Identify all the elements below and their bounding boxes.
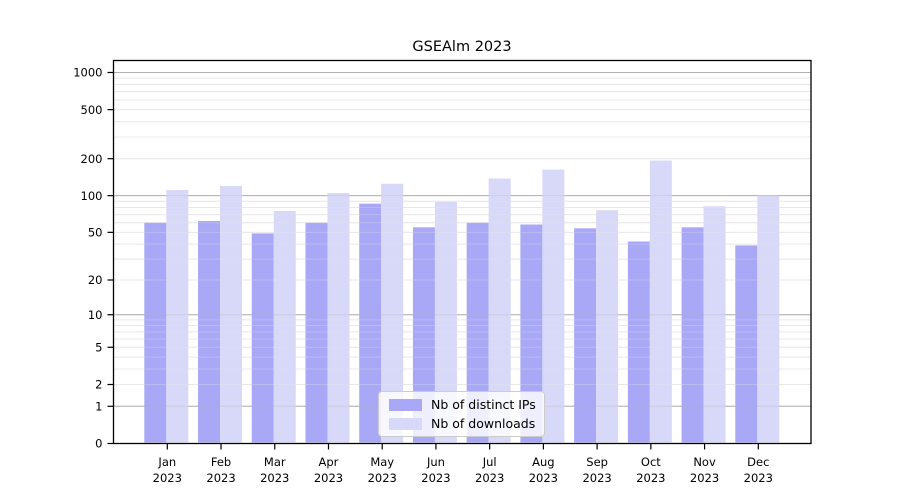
bar-distinct-ips-feb <box>198 220 221 443</box>
plot-frame <box>112 59 812 445</box>
bar-distinct-ips-sep <box>574 228 597 443</box>
bar-distinct-ips-apr <box>305 222 328 443</box>
y-tick-label: 200 <box>81 152 103 166</box>
y-tick-label: 100 <box>81 189 103 203</box>
legend-swatch-downloads <box>389 417 422 430</box>
bar-distinct-ips-aug <box>520 224 543 443</box>
bar-downloads-apr <box>327 193 350 443</box>
y-tick-label: 0 <box>95 437 102 451</box>
x-tick-label-year: 2023 <box>260 471 289 485</box>
x-tick-label-year: 2023 <box>421 471 450 485</box>
bar-distinct-ips-jun <box>412 227 435 443</box>
bar-distinct-ips-dec <box>735 245 758 443</box>
x-tick-label-year: 2023 <box>368 471 397 485</box>
bar-distinct-ips-jul <box>466 222 489 443</box>
bar-distinct-ips-jan <box>144 222 167 443</box>
x-tick-label-month: May <box>370 455 394 469</box>
y-tick-label: 5 <box>95 340 102 354</box>
bar-distinct-ips-oct <box>627 241 650 443</box>
legend-swatch-distinct-ips <box>389 398 422 411</box>
bar-downloads-jan <box>166 190 189 443</box>
x-tick-label-month: Dec <box>747 455 769 469</box>
axes-layer <box>107 59 812 450</box>
legend: Nb of distinct IPs Nb of downloads <box>378 391 545 437</box>
bar-downloads-jul <box>488 178 511 443</box>
x-tick-label-month: Feb <box>211 455 231 469</box>
x-tick-label-year: 2023 <box>636 471 665 485</box>
y-tick-label: 1000 <box>73 66 102 80</box>
x-tick-label-year: 2023 <box>314 471 343 485</box>
legend-item-distinct-ips: Nb of distinct IPs <box>389 397 536 412</box>
x-tick-label-year: 2023 <box>690 471 719 485</box>
y-tick-label: 50 <box>88 226 103 240</box>
bar-distinct-ips-nov <box>681 227 704 443</box>
y-tick-label: 20 <box>88 273 103 287</box>
bar-downloads-may <box>381 183 404 443</box>
bar-downloads-sep <box>596 210 619 443</box>
chart-title: GSEAlm 2023 <box>412 39 511 55</box>
x-tick-label-year: 2023 <box>206 471 235 485</box>
x-tick-label-year: 2023 <box>582 471 611 485</box>
x-tick-label-month: Apr <box>319 455 339 469</box>
x-tick-label-month: Mar <box>264 455 286 469</box>
bar-distinct-ips-may <box>359 203 382 443</box>
bar-downloads-aug <box>542 169 565 443</box>
x-tick-label-year: 2023 <box>744 471 773 485</box>
x-tick-label-month: Oct <box>641 455 661 469</box>
axis-labels-layer: 0 1 2 5 10 20 50 100 200 500 1000 Jan 2023 Feb 2023 Mar… <box>73 66 773 485</box>
bar-downloads-oct <box>649 160 672 443</box>
bar-downloads-jun <box>434 201 457 443</box>
x-tick-label-month: Jun <box>426 455 445 469</box>
x-tick-label-month: Jul <box>482 455 497 469</box>
bars-layer <box>144 160 780 443</box>
x-tick-label-month: Aug <box>532 455 554 469</box>
x-tick-label-month: Sep <box>586 455 608 469</box>
bar-downloads-feb <box>220 185 243 443</box>
x-tick-label-month: Jan <box>157 455 176 469</box>
y-tick-label: 10 <box>88 308 103 322</box>
bar-distinct-ips-mar <box>251 233 274 443</box>
x-tick-label-year: 2023 <box>153 471 182 485</box>
x-tick-label-year: 2023 <box>529 471 558 485</box>
bar-downloads-mar <box>273 210 296 443</box>
legend-label-distinct-ips: Nb of distinct IPs <box>431 397 536 412</box>
y-tick-label: 500 <box>81 103 103 117</box>
x-tick-label-month: Nov <box>693 455 716 469</box>
x-tick-label-year: 2023 <box>475 471 504 485</box>
bar-downloads-dec <box>757 195 780 443</box>
bar-downloads-nov <box>703 206 726 443</box>
legend-label-downloads: Nb of downloads <box>431 416 536 431</box>
y-tick-label: 1 <box>95 399 102 413</box>
gridlines-overlay <box>113 71 811 407</box>
y-tick-label: 2 <box>95 378 102 392</box>
legend-item-downloads: Nb of downloads <box>389 416 536 431</box>
